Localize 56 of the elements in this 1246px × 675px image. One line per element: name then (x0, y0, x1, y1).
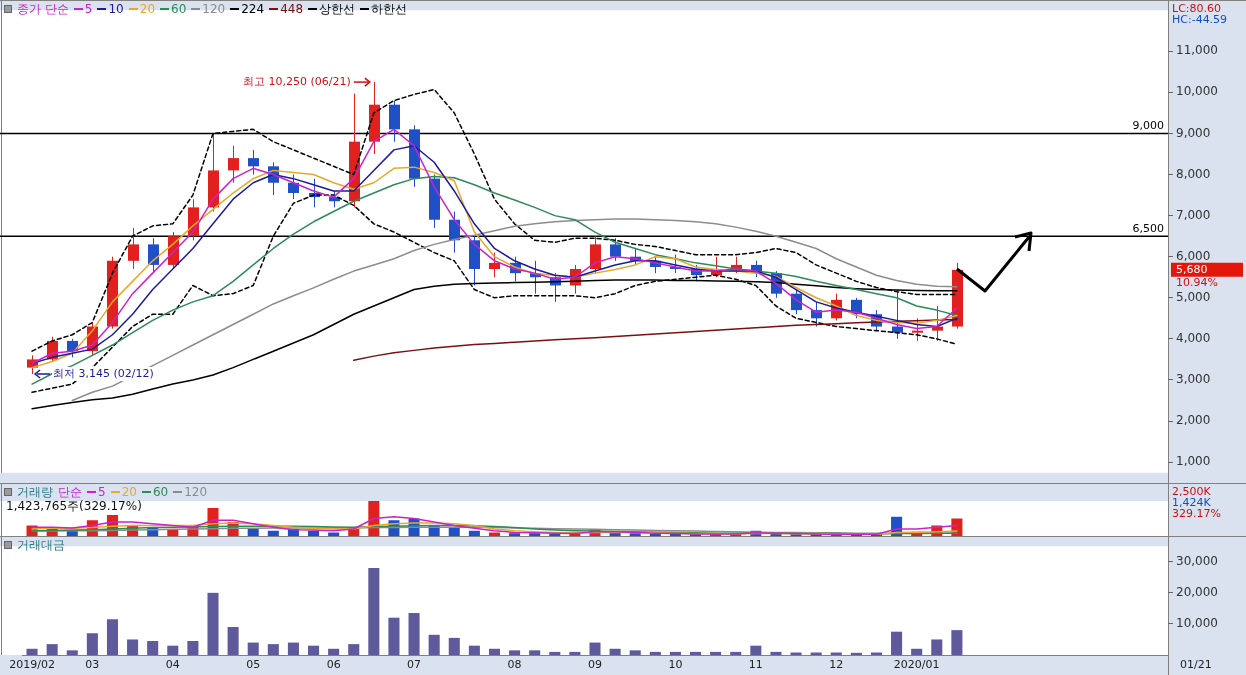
legend-label: 상한선 (318, 2, 356, 16)
ref-line-label: 9,000 (1132, 118, 1164, 132)
text: 1,424K (1172, 495, 1212, 509)
y-tick-label: 9,000 (1176, 125, 1211, 140)
annotation: 최저 3,145 (02/12) (53, 366, 154, 380)
ref-line-label: 6,500 (1132, 221, 1164, 235)
y-tick-label: 10,000 (1176, 84, 1218, 99)
y-tick-label: 3,000 (1176, 372, 1211, 387)
x-tick-label: 2019/02 (9, 658, 55, 672)
text: 10.94% (1176, 275, 1218, 289)
text: 2,500K (1172, 484, 1212, 498)
x-tick-label: 12 (829, 658, 844, 672)
text: HC:-44.59 (1172, 12, 1228, 26)
legend-label: 448 (279, 2, 304, 16)
chart-subtitle: 1,423,765주(329.17%) (6, 499, 143, 513)
x-tick-label: 06 (326, 658, 341, 672)
x-tick-label: 07 (407, 658, 422, 672)
x-tick-label: 2020/01 (893, 658, 940, 672)
legend-title: 종가 단순 (17, 2, 69, 16)
text: 01/21 (1180, 657, 1212, 671)
y-tick-label: 11,000 (1176, 43, 1218, 58)
y-tick-label: 7,000 (1176, 207, 1211, 222)
annotation: 최고 10,250 (06/21) (243, 74, 351, 88)
x-tick-label: 11 (748, 658, 763, 672)
legend-label: 20 (120, 485, 137, 499)
y-tick-label: 5,000 (1176, 289, 1211, 304)
legend-label: 60 (170, 2, 187, 16)
chart-title: 거래량 (17, 485, 53, 499)
y-tick-label: 2,000 (1176, 413, 1211, 428)
x-tick-label: 10 (668, 658, 683, 672)
text: 329.17% (1172, 506, 1221, 520)
y-tick-label: 4,000 (1176, 330, 1211, 345)
y-tick-label: 6,000 (1176, 248, 1211, 263)
legend-label: 5 (83, 2, 93, 16)
y-tick-label: 10,000 (1176, 616, 1218, 631)
y-tick-label: 20,000 (1176, 584, 1218, 599)
x-tick-label: 09 (588, 658, 602, 672)
legend-label: 60 (151, 485, 169, 499)
x-tick-label: 03 (85, 658, 100, 672)
legend-label: 120 (183, 485, 208, 499)
legend-label: 10 (107, 2, 124, 16)
legend-label: 224 (240, 2, 265, 16)
y-tick-label: 30,000 (1176, 553, 1218, 568)
text: 5,680 (1176, 262, 1208, 276)
x-tick-label: 05 (246, 658, 261, 672)
legend-label: 하한선 (370, 2, 408, 16)
x-tick-label: 08 (507, 658, 522, 672)
y-tick-label: 8,000 (1176, 166, 1211, 181)
x-tick-label: 04 (165, 658, 180, 672)
y-tick-label: 1,000 (1176, 454, 1211, 469)
text: LC:80.60 (1172, 1, 1222, 15)
chart-title: 거래대금 (17, 538, 65, 552)
legend-label: 5 (97, 485, 106, 499)
legend-title: 단순 (58, 485, 82, 499)
legend-label: 120 (201, 2, 226, 16)
legend-label: 20 (138, 2, 156, 16)
